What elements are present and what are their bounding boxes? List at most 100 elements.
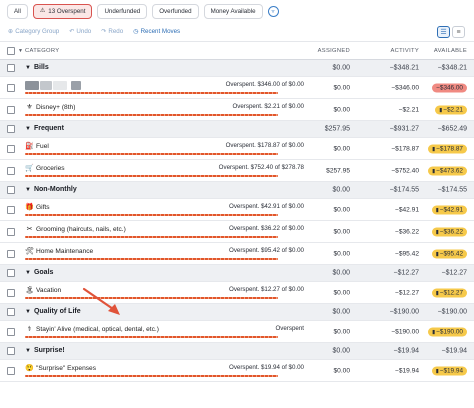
category-name[interactable]: 🎁 Gifts [25,203,49,212]
filter-overfunded-button[interactable]: Overfunded [152,3,199,19]
group-name[interactable]: ▼ Bills [25,64,49,71]
group-checkbox[interactable] [7,125,15,133]
category-assigned[interactable]: $0.00 [333,84,350,91]
category-assigned[interactable]: $0.00 [333,106,350,113]
available-badge[interactable]: ▮−$190.00 [428,327,467,336]
caret-down-icon[interactable]: ▼ [25,125,31,132]
collapse-all-icon[interactable]: ▼ [18,47,24,54]
add-category-group-button[interactable]: ⊕ Category Group [8,28,59,35]
category-name[interactable]: ✂ Grooming (haircuts, nails, etc.) [25,225,126,234]
caret-down-icon[interactable]: ▼ [25,186,31,193]
category-activity[interactable]: −$346.00 [391,84,419,91]
filter-money-available-button[interactable]: Money Available [203,3,263,19]
category-checkbox[interactable] [7,166,15,175]
select-all-checkbox[interactable] [7,47,15,55]
category-assigned[interactable]: $0.00 [333,228,350,235]
category-activity[interactable]: −$752.40 [391,167,419,174]
category-name-label: Groceries [36,164,65,172]
category-assigned[interactable]: $0.00 [333,328,350,335]
redo-button[interactable]: ↷ Redo [101,28,123,35]
recent-moves-button[interactable]: ◷ Recent Moves [133,28,180,35]
category-row[interactable]: 🏝 Vacation Overspent. $12.27 of $0.00 $0.00… [0,282,474,304]
filter-underfunded-button[interactable]: Underfunded [97,3,148,19]
filter-all-button[interactable]: All [7,3,28,19]
category-row[interactable]: ⛽ Fuel Overspent. $178.87 of $0.00 $0.00 −$1… [0,138,474,160]
group-checkbox[interactable] [7,186,15,194]
caret-down-icon[interactable]: ▼ [25,308,31,315]
category-activity[interactable]: −$42.91 [394,206,419,213]
list-view-icon[interactable]: ☰ [437,26,450,38]
category-checkbox[interactable] [7,366,15,375]
group-checkbox[interactable] [7,269,15,277]
category-row[interactable]: 🎁 Gifts Overspent. $42.91 of $0.00 $0.00 −$4… [0,199,474,221]
category-group-row[interactable]: ▼ Quality of Life $0.00 −$190.00 −$190.00 [0,304,474,321]
category-group-row[interactable]: ▼ Surprise! $0.00 −$19.94 −$19.94 [0,343,474,360]
category-activity[interactable]: −$12.27 [394,289,419,296]
caret-down-icon[interactable]: ▼ [25,269,31,276]
category-name[interactable]: 🛒 Groceries [25,164,65,173]
category-assigned[interactable]: $0.00 [333,289,350,296]
category-checkbox[interactable] [7,144,15,153]
available-badge[interactable]: −$346.00 [432,83,467,92]
category-activity[interactable]: −$178.87 [391,145,419,152]
category-row[interactable]: 😲 "Surprise" Expenses Overspent. $19.94 of… [0,360,474,382]
available-badge[interactable]: ▮−$12.27 [431,288,467,297]
group-name[interactable]: ▼ Frequent [25,125,64,132]
category-activity[interactable]: −$190.00 [391,328,419,335]
category-checkbox[interactable] [7,105,15,114]
group-name[interactable]: ▼ Non-Monthly [25,186,77,193]
category-assigned[interactable]: $0.00 [333,145,350,152]
category-row[interactable]: ⚜ Disney+ (8th) Overspent. $2.21 of $0.00 $… [0,99,474,121]
available-badge[interactable]: ▮−$473.62 [428,166,467,175]
filter-bar: All ⚠ 13 Overspent Underfunded Overfunded… [0,0,474,22]
group-name[interactable]: ▼ Goals [25,269,53,276]
available-badge[interactable]: ▮−$36.22 [431,227,467,236]
available-badge[interactable]: ▮−$178.87 [428,144,467,153]
category-assigned[interactable]: $257.95 [326,167,350,174]
category-row[interactable]: ✂ Grooming (haircuts, nails, etc.) Overspe… [0,221,474,243]
category-checkbox[interactable] [7,288,15,297]
category-activity[interactable]: −$95.42 [394,250,419,257]
category-checkbox[interactable] [7,83,15,92]
category-name[interactable]: 🏝 Vacation [25,286,61,295]
category-group-row[interactable]: ▼ Frequent $257.95 −$931.27 −$652.49 [0,121,474,138]
category-checkbox[interactable] [7,249,15,258]
category-row[interactable]: ⚕ Stayin' Alive (medical, optical, dental… [0,321,474,343]
category-checkbox[interactable] [7,227,15,236]
category-row[interactable]: 🛠 Home Maintenance Overspent. $95.42 of $0… [0,243,474,265]
category-activity[interactable]: −$19.94 [394,367,419,374]
category-name[interactable]: ⛽ Fuel [25,142,49,151]
category-assigned[interactable]: $0.00 [333,367,350,374]
category-row[interactable]: Overspent. $346.00 of $0.00 $0.00 −$346.00… [0,77,474,99]
group-checkbox[interactable] [7,308,15,316]
category-checkbox[interactable] [7,205,15,214]
caret-down-icon[interactable]: ▼ [25,347,31,354]
group-checkbox[interactable] [7,347,15,355]
filter-overspent-button[interactable]: ⚠ 13 Overspent [32,3,93,19]
available-badge[interactable]: ▮−$2.21 [435,105,467,114]
category-group-row[interactable]: ▼ Goals $0.00 −$12.27 −$12.27 [0,265,474,282]
category-name[interactable]: ⚕ Stayin' Alive (medical, optical, dental… [25,325,159,334]
compact-view-icon[interactable]: ≡ [452,26,465,38]
available-badge[interactable]: ▮−$95.42 [431,249,467,258]
category-group-row[interactable]: ▼ Bills $0.00 −$348.21 −$348.21 [0,60,474,77]
group-name[interactable]: ▼ Surprise! [25,347,65,354]
group-checkbox[interactable] [7,64,15,72]
category-activity[interactable]: −$36.22 [394,228,419,235]
category-name[interactable] [25,81,81,92]
category-name[interactable]: 😲 "Surprise" Expenses [25,364,96,373]
category-name[interactable]: 🛠 Home Maintenance [25,247,93,256]
category-activity[interactable]: −$2.21 [398,106,419,113]
category-name[interactable]: ⚜ Disney+ (8th) [25,103,75,112]
undo-button[interactable]: ↶ Undo [69,28,91,35]
category-row[interactable]: 🛒 Groceries Overspent. $752.40 of $278.78 $… [0,160,474,182]
category-group-row[interactable]: ▼ Non-Monthly $0.00 −$174.55 −$174.55 [0,182,474,199]
caret-down-icon[interactable]: ▼ [25,64,31,71]
category-assigned[interactable]: $0.00 [333,206,350,213]
available-badge[interactable]: ▮−$19.94 [431,366,467,375]
group-name[interactable]: ▼ Quality of Life [25,308,81,315]
category-assigned[interactable]: $0.00 [333,250,350,257]
filter-funnel-icon[interactable]: ▿ [267,5,279,17]
category-checkbox[interactable] [7,327,15,336]
available-badge[interactable]: ▮−$42.91 [431,205,467,214]
